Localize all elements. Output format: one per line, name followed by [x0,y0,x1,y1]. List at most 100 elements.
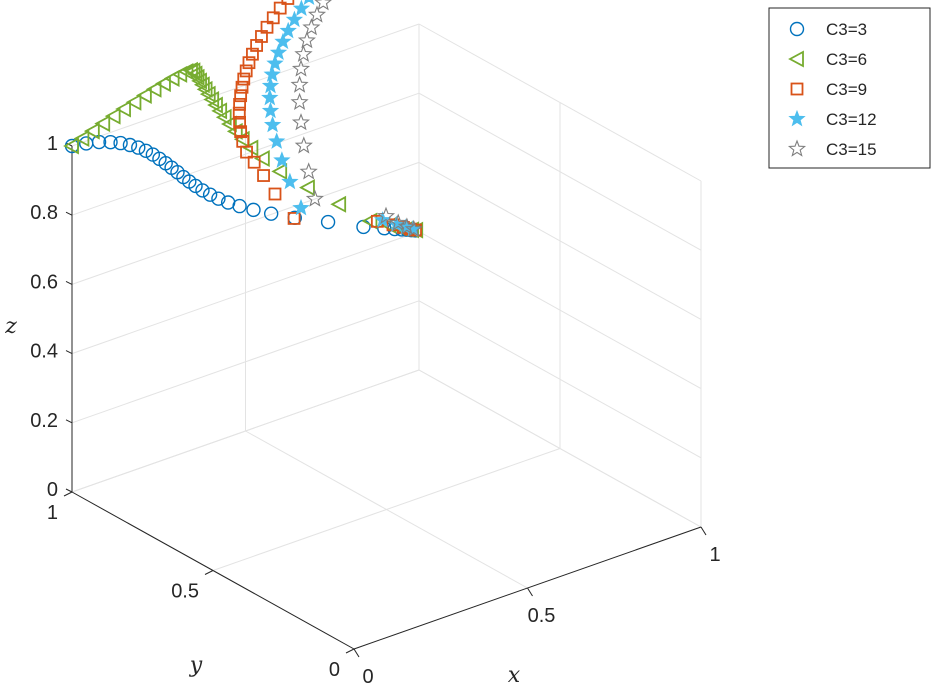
grid-line [71,369,420,493]
z-tick-mark [65,419,73,424]
data-point [237,72,251,86]
data-point [268,132,286,149]
data-point [113,135,128,151]
data-point [234,89,248,103]
x-tick-mark [527,587,533,597]
y-tick-label: 0 [329,659,340,681]
z-tick-label: 0 [47,479,58,501]
data-point [281,0,295,5]
legend-marker [789,21,805,37]
data-point [287,212,301,225]
grid-line [418,300,702,459]
data-point [73,130,90,148]
data-point [290,75,309,93]
legend-marker [790,82,804,96]
data-point [389,213,408,231]
data-point [273,1,287,15]
data-point [220,115,237,133]
data-point [94,115,111,133]
data-point [215,108,232,126]
legend-label: C3=15 [826,140,877,159]
grid-line [71,300,420,424]
data-point [261,101,280,119]
data-point [361,212,378,230]
data-point [330,195,347,213]
data-point [188,68,205,86]
data-point [233,115,247,129]
legend-label: C3=3 [826,20,867,39]
data-point [302,18,321,36]
data-point [235,80,249,94]
data-point [125,93,142,111]
y-tick-mark [345,648,355,654]
data-point [236,134,250,148]
z-tick-label: 0.4 [30,341,58,363]
data-point [234,125,248,139]
data-point [247,155,261,169]
data-point [269,43,288,61]
legend-label: C3=6 [826,50,867,69]
z-axis-label: z [4,314,17,339]
data-point [271,162,288,180]
data-point [145,80,162,98]
data-point [376,206,396,224]
series-1 [64,134,423,238]
y-tick-label: 0.5 [171,581,199,603]
grid-line [418,231,702,390]
data-series [63,0,424,239]
data-point [266,11,280,25]
data-point [356,219,371,235]
data-point [294,136,313,154]
data-point [195,183,210,198]
grid-line [71,92,420,216]
data-point [305,189,324,207]
data-point [263,206,279,221]
legend-box [768,7,931,169]
data-point [261,76,280,94]
grid-line [418,92,702,251]
data-point [291,59,311,77]
data-point [242,56,256,70]
data-point [138,143,154,159]
y-tick-mark [204,570,214,575]
z-tick-label: 0.2 [30,410,58,432]
legend: C3=3 C3=6 C3=9 C3=12 C3=15 [768,7,931,169]
y-tick-label: 1 [47,502,58,524]
axes-lines [63,142,707,658]
data-point [232,198,247,214]
data-point [291,113,311,131]
data-point [202,187,218,202]
data-point [211,102,228,120]
data-point [303,0,315,6]
data-point [122,137,138,153]
data-point [294,44,313,62]
data-point [246,202,261,218]
z-tick-label: 0.6 [30,271,58,293]
data-point [163,69,180,87]
y-axis-label: y [189,653,203,678]
data-point [239,64,253,78]
x-tick-mark [700,526,707,536]
data-point [285,10,304,28]
data-point [314,0,332,11]
data-point [242,139,259,157]
data-point [103,134,118,150]
x-tick-label: 1 [709,544,720,566]
y-tick-mark [63,491,73,497]
axes-grid [71,23,702,650]
legend-label: C3=12 [826,110,877,129]
data-point [261,88,279,106]
data-point [191,72,207,90]
series-5 [290,0,423,238]
data-point [281,172,299,190]
data-point [320,214,336,230]
data-point [290,92,309,111]
data-point [115,100,131,118]
x-tick-label: 0.5 [528,605,556,627]
data-point [292,0,311,17]
data-point [404,219,423,238]
z-tick-mark [65,280,73,285]
z-tick-mark [65,350,73,355]
